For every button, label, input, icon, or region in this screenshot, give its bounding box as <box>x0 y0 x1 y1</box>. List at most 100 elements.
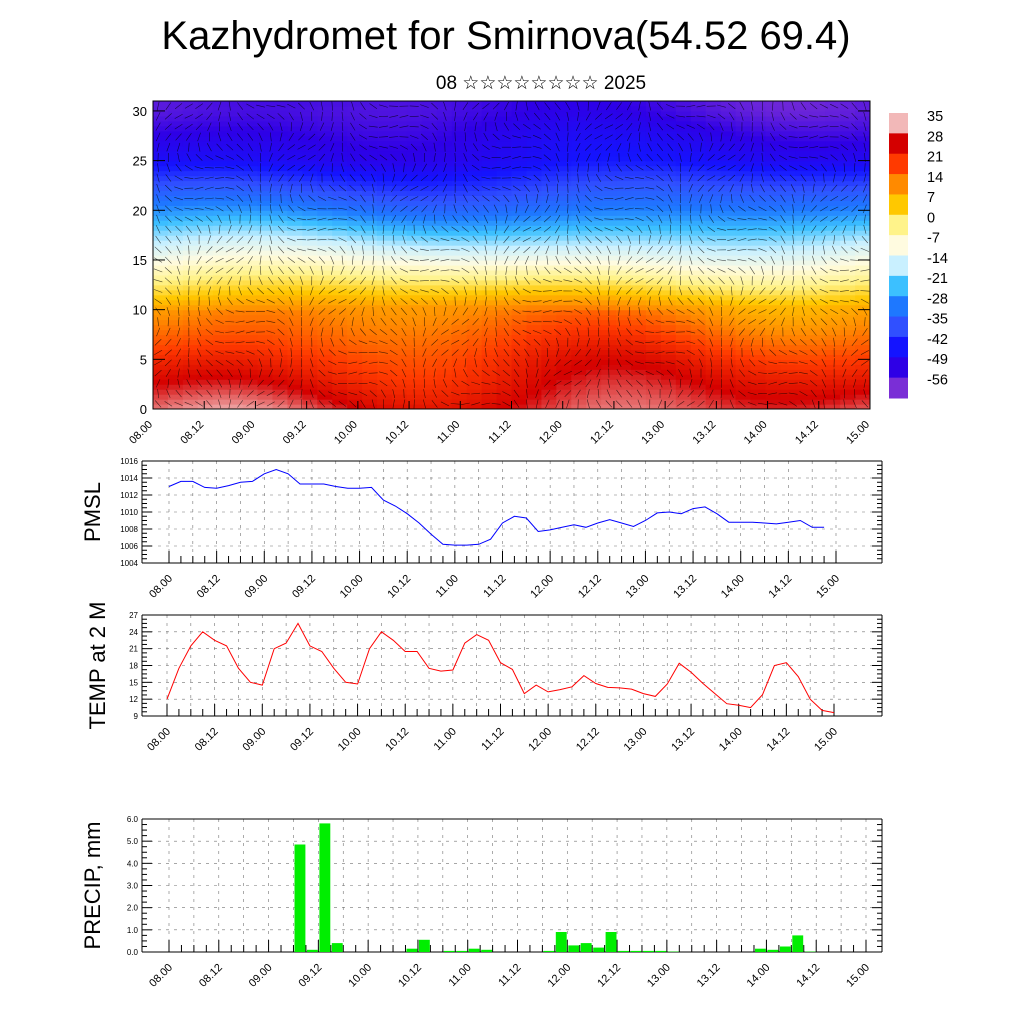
heatmap-cell <box>735 369 752 375</box>
heatmap-cell <box>810 150 826 157</box>
heatmap-cell <box>556 359 572 365</box>
heatmap-cell <box>451 255 468 261</box>
heatmap-cell <box>675 235 692 241</box>
wind-vector <box>328 349 336 356</box>
wind-vector <box>186 133 192 141</box>
wind-vector <box>577 111 580 121</box>
heatmap-cell <box>406 130 423 137</box>
wind-vector <box>502 369 510 377</box>
wind-vector <box>165 225 172 233</box>
heatmap-cell <box>406 175 423 182</box>
wind-vector <box>259 235 262 245</box>
heatmap-cell <box>242 180 259 187</box>
heatmap-cell <box>526 359 542 365</box>
heatmap-cell <box>197 274 214 281</box>
heatmap-cell <box>616 269 632 276</box>
heatmap-cell <box>227 245 244 251</box>
heatmap-cell <box>377 384 393 390</box>
heatmap-cell <box>496 354 513 360</box>
wind-vector <box>740 286 744 296</box>
wind-vector <box>697 297 705 305</box>
heatmap-cell <box>765 120 781 127</box>
heatmap-cell <box>765 105 781 112</box>
wind-vector <box>830 308 839 314</box>
wind-vector <box>247 256 253 265</box>
heatmap-cell <box>481 150 498 157</box>
heatmap-cell <box>645 299 662 306</box>
wind-vector <box>491 403 501 405</box>
heatmap-cell <box>242 354 259 360</box>
wind-vector <box>318 400 326 408</box>
heatmap-cell <box>645 284 662 291</box>
wind-vector <box>606 102 612 111</box>
heatmap-cell <box>182 399 199 405</box>
heatmap-cell <box>377 314 393 321</box>
heatmap-cell <box>332 101 348 107</box>
heatmap-cell <box>616 130 632 137</box>
heatmap-cell <box>167 399 184 405</box>
wind-vector <box>471 392 481 395</box>
wind-vector <box>471 381 481 385</box>
heatmap-cell <box>227 180 244 187</box>
wind-vector <box>484 255 488 265</box>
heatmap-cell <box>153 101 169 107</box>
wind-vector <box>727 165 736 171</box>
wind-vector <box>667 266 673 275</box>
heatmap-cell <box>153 175 169 182</box>
wind-vector <box>481 155 491 160</box>
heatmap-cell <box>705 329 722 336</box>
heatmap-cell <box>481 175 498 182</box>
heatmap-cell <box>227 195 244 201</box>
wind-vector <box>626 400 633 408</box>
heatmap-cell <box>526 130 542 137</box>
heatmap-cell <box>556 259 572 266</box>
heatmap-cell <box>810 230 826 236</box>
heatmap-cell <box>332 274 348 281</box>
heatmap-cell <box>257 399 274 405</box>
wind-vector <box>431 123 438 131</box>
heatmap-cell <box>242 274 259 281</box>
wind-vector <box>503 235 510 244</box>
heatmap-cell <box>855 354 870 360</box>
heatmap-cell <box>436 115 453 122</box>
wind-vector <box>206 112 213 121</box>
heatmap-cell <box>436 314 453 321</box>
wind-vector <box>276 104 286 108</box>
heatmap-cell <box>571 180 587 187</box>
heatmap-cell <box>526 105 542 112</box>
wind-vector <box>472 338 479 347</box>
heatmap-cell <box>645 190 662 196</box>
heatmap-cell <box>526 294 542 301</box>
heatmap-cell <box>571 374 587 380</box>
heatmap-cell <box>855 101 870 107</box>
wind-vector <box>290 183 293 193</box>
wind-vector <box>648 132 652 142</box>
heatmap-cell <box>272 314 289 321</box>
heatmap-cell <box>571 210 587 216</box>
heatmap-cell <box>182 359 199 365</box>
heatmap-cell <box>212 369 229 375</box>
heatmap-cell <box>616 240 632 246</box>
wind-vector <box>165 246 172 254</box>
heatmap-cell <box>765 180 781 187</box>
heatmap-cell <box>750 140 767 147</box>
heatmap-cell <box>750 205 767 211</box>
heatmap-cell <box>855 264 870 271</box>
heatmap-cell <box>795 225 811 231</box>
heatmap-cell <box>406 274 423 281</box>
heatmap-cell <box>496 170 513 177</box>
heatmap-cell <box>451 125 468 132</box>
wind-vector <box>577 173 579 183</box>
heatmap-cell <box>601 145 617 152</box>
heatmap-cell <box>451 205 468 211</box>
heatmap-cell <box>541 359 557 365</box>
heatmap-cell <box>377 324 393 331</box>
heatmap-cell <box>302 334 318 341</box>
wind-vector <box>492 102 500 110</box>
wind-vector <box>423 389 426 399</box>
wind-vector <box>464 358 467 368</box>
wind-vector <box>359 144 367 150</box>
heatmap-cell <box>227 210 244 216</box>
wind-vector <box>686 124 696 129</box>
heatmap-cell <box>227 359 244 365</box>
